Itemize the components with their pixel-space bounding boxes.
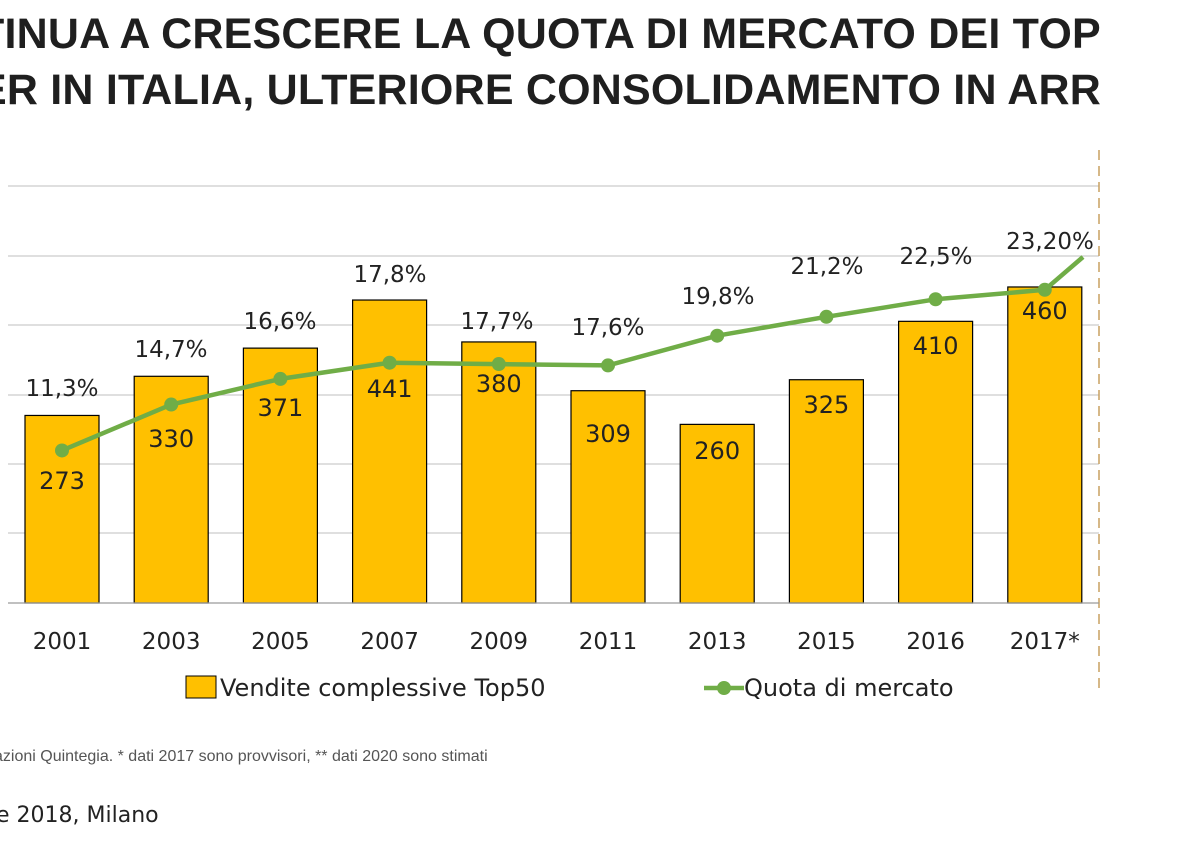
line-value-label: 23,20% xyxy=(1006,229,1094,255)
bar-value-label: 325 xyxy=(803,391,849,419)
bar-value-label: 441 xyxy=(367,375,413,403)
bar xyxy=(461,341,537,604)
legend: Vendite complessive Top50 Quota di merca… xyxy=(185,674,954,702)
bar-value-label: 371 xyxy=(257,394,303,422)
x-tick-label: 2017* xyxy=(1010,629,1080,655)
bar-value-label: 273 xyxy=(39,467,85,495)
x-tick-label: 2009 xyxy=(470,629,529,655)
line-value-label: 17,6% xyxy=(571,315,644,341)
bar-value-label: 330 xyxy=(148,425,194,453)
line-point xyxy=(710,328,725,343)
x-tick-label: 2005 xyxy=(251,629,310,655)
legend-bar-label: Vendite complessive Top50 xyxy=(220,674,545,702)
bar-series xyxy=(24,286,1083,604)
line-point xyxy=(273,371,288,386)
line-series xyxy=(55,255,1085,458)
title-line-1: TINUA A CRESCERE LA QUOTA DI MERCATO DEI… xyxy=(0,10,1101,58)
footnote: azioni Quintegia. * dati 2017 sono provv… xyxy=(0,748,488,765)
title-line-2: ER IN ITALIA, ULTERIORE CONSOLIDAMENTO I… xyxy=(0,66,1102,114)
line-point xyxy=(55,443,69,458)
x-tick-label: 2015 xyxy=(797,629,856,655)
legend-line-marker xyxy=(717,681,731,695)
legend-bar-swatch xyxy=(185,675,217,699)
line-value-label: 14,7% xyxy=(134,337,207,363)
line-value-label: 19,8% xyxy=(681,284,754,310)
x-tick-label: 2007 xyxy=(360,629,419,655)
line-point xyxy=(928,292,943,307)
bar xyxy=(570,390,646,604)
line-point xyxy=(382,355,397,370)
bar-value-labels: 273 330 371 441 380 309 260 325 410 460 xyxy=(39,297,1068,495)
bar-value-label: 460 xyxy=(1022,297,1068,325)
line-value-label: 22,5% xyxy=(899,244,972,270)
line-value-label: 17,7% xyxy=(460,309,533,335)
x-tick-label: 2003 xyxy=(142,629,201,655)
line-value-label: 11,3% xyxy=(25,376,98,402)
bar-value-label: 260 xyxy=(694,437,740,465)
x-tick-label: 2011 xyxy=(579,629,638,655)
line-point xyxy=(819,309,834,324)
line-value-labels: 11,3% 14,7% 16,6% 17,8% 17,7% 17,6% 19,8% 21,2%… xyxy=(25,229,1093,402)
bar xyxy=(679,423,755,604)
x-tick-label: 2013 xyxy=(688,629,747,655)
slide-title: TINUA A CRESCERE LA QUOTA DI MERCATO DEI… xyxy=(0,6,1199,118)
line-value-label: 17,8% xyxy=(353,262,426,288)
bar xyxy=(352,299,428,604)
bar-value-label: 380 xyxy=(476,370,522,398)
legend-line-label: Quota di mercato xyxy=(744,674,954,702)
bar xyxy=(897,320,974,604)
line-point xyxy=(1037,282,1052,297)
bar xyxy=(1007,286,1083,604)
line-value-label: 16,6% xyxy=(243,309,316,335)
line-point xyxy=(601,358,615,373)
line-value-label: 21,2% xyxy=(790,254,863,280)
x-tick-label: 2001 xyxy=(33,629,92,655)
x-tick-label: 2016 xyxy=(906,629,965,655)
line-point xyxy=(164,397,179,412)
bar xyxy=(788,379,865,604)
bar-value-label: 309 xyxy=(585,420,631,448)
x-tick-labels: 2001 2003 2005 2007 2009 2011 2013 2015 2016 2017… xyxy=(33,629,1080,655)
bar xyxy=(242,347,318,604)
source-note: e 2018, Milano xyxy=(0,803,159,828)
line-point xyxy=(491,357,506,372)
bar-value-label: 410 xyxy=(913,332,959,360)
